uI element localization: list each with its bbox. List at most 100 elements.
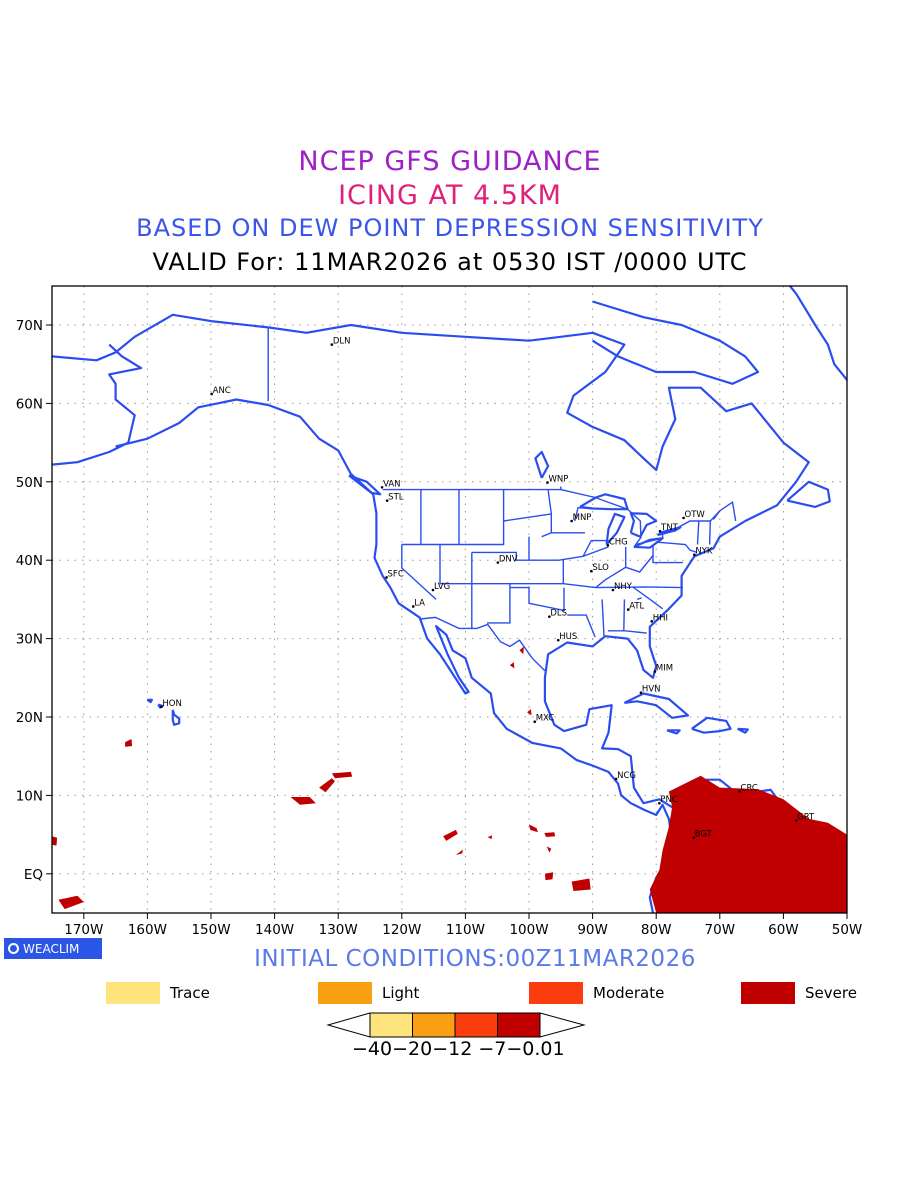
station-label: ANC [213,386,231,396]
political-border [708,520,711,545]
station-label: ATL [629,602,644,612]
political-border [439,544,683,589]
coastline [737,727,749,734]
colorbar-segment [412,1012,456,1038]
station-label: LA [414,598,425,608]
station-marker [692,836,696,840]
legend-swatch [741,982,795,1004]
station-marker [556,638,560,642]
political-border [601,599,605,637]
station-marker [380,485,384,489]
coastline [348,474,382,496]
station-label: HUS [559,632,577,642]
lon-label: 130W [319,922,358,938]
station-label: PNC [660,795,677,805]
political-border [503,513,552,538]
political-border [623,599,626,631]
station-label: SLO [592,563,609,573]
station-label: MIM [656,664,673,674]
legend-label: Light [382,984,420,1002]
station-marker [738,790,741,793]
coastline [52,313,842,844]
color-bar [326,1012,586,1038]
political-border [657,541,698,554]
station-label: HHI [653,613,668,623]
political-border [632,586,664,610]
station-label: NCG [617,771,636,781]
chart-title: NCEP GFS GUIDANCE [298,146,602,177]
station-marker [614,777,618,781]
station-marker [650,620,654,623]
coastline [786,480,831,508]
lat-label: 30N [16,632,43,648]
station-marker [626,608,630,611]
station-marker [682,516,685,520]
political-border [420,616,546,672]
lon-label: 160W [128,922,167,938]
lon-label: 100W [509,922,548,938]
legend-swatch [529,982,583,1004]
lat-lon-grid [46,286,848,919]
political-border [382,486,562,491]
colorbar-segment [369,1012,413,1038]
longitude-labels: 170W 160W 150W 140W 130W 120W 110W 100W 90W 80W 70… [64,922,862,938]
station-marker [570,519,573,523]
colorbar-left-arrow [326,1012,371,1038]
political-border [582,539,609,557]
station-label: TNT [660,523,679,533]
station-marker [590,569,593,573]
icing-area [125,739,133,747]
station-marker [548,615,551,618]
station-label: STL [388,493,404,503]
legend-swatch [106,982,160,1004]
lat-label: 70N [16,318,43,334]
coastline [146,698,153,704]
station-label: WNP [548,475,568,485]
lon-label: 70W [705,922,736,938]
icing-area [52,836,58,846]
station-marker [411,605,415,608]
station-marker [639,691,643,694]
colorbar-right-arrow [539,1012,586,1038]
legend-swatch [318,982,372,1004]
icing-area [443,829,458,841]
station-marker [330,343,334,346]
station-label: CHG [609,537,628,547]
icing-area [571,878,591,891]
coastline [171,709,181,726]
chart-subtitle-method: BASED ON DEW POINT DEPRESSION SENSITIVIT… [136,214,764,242]
lon-label: 150W [191,922,230,938]
icing-area [519,646,524,655]
lon-label: 120W [382,922,421,938]
logo-ring-icon [8,943,19,954]
station-marker [611,588,615,592]
map-frame [51,285,848,914]
political-border [712,510,721,520]
weaclim-logo: WEACLIM [4,938,102,959]
station-marker [385,499,389,502]
lat-label: EQ [24,867,43,883]
political-border [547,489,552,514]
icing-area [290,797,316,805]
station-marker [658,529,662,533]
political-border [509,586,565,612]
station-labels: DLN ANC VAN STL WNP MNP OTW TNT CHG NYK SFC DNV SLO L… [160,337,815,840]
coastline [592,300,760,385]
station-label: HON [162,699,181,709]
station-marker [693,553,696,557]
station-label: HVN [642,685,661,695]
icing-area [544,832,556,837]
coastline [605,512,626,546]
coastline [115,398,674,913]
coastline [788,286,847,382]
station-marker [496,561,500,564]
political-border [595,555,654,589]
political-border [401,489,505,546]
station-label: OTW [685,510,706,520]
initial-conditions: INITIAL CONDITIONS:00Z11MAR2026 [254,946,696,972]
station-label: MNP [573,513,592,523]
colorbar-segment [454,1012,498,1038]
coastline [579,493,629,511]
icing-area [455,849,463,855]
